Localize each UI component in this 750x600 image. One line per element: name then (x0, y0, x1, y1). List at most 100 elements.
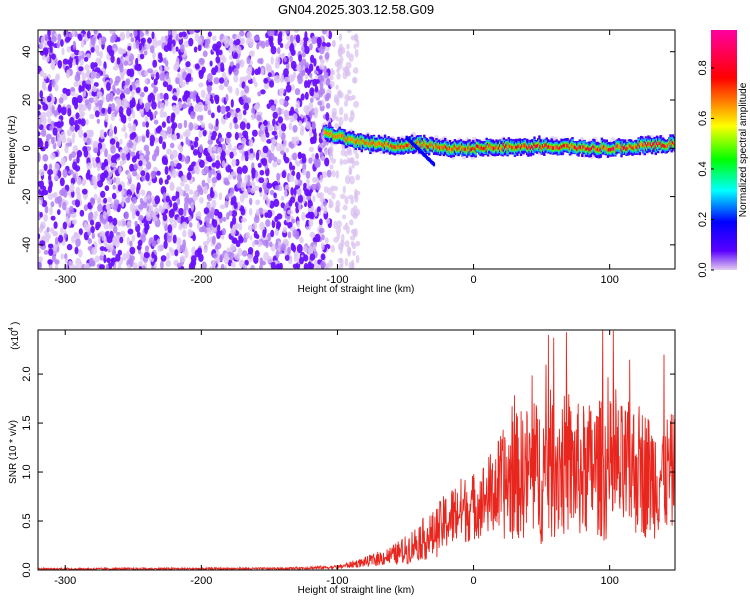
spectrogram-band-cell (534, 144, 537, 149)
spectrogram-noise-blob (57, 104, 62, 114)
spectrogram-noise-blob (231, 210, 238, 218)
spectrogram-noise-blob (335, 200, 341, 209)
spectrogram-noise-blob (334, 60, 340, 68)
spectrogram-noise-blob (206, 231, 210, 238)
spectrogram-noise-blob (266, 182, 273, 189)
spectrogram-noise-blob (315, 79, 320, 84)
spectrogram-noise-blob (265, 63, 270, 71)
spectrogram-noise-blob (147, 37, 152, 44)
spectrogram-band-cell (343, 136, 346, 140)
spectrogram-noise-blob (104, 185, 110, 192)
spectrogram-noise-blob (64, 30, 69, 39)
spectrogram-noise-blob (91, 156, 95, 162)
spectrogram-noise-blob (54, 75, 59, 84)
spectrogram-band-cell (417, 147, 421, 152)
spectrogram-noise-blob (110, 113, 115, 121)
spectrogram-noise-blob (335, 84, 339, 90)
spectrogram-noise-blob (314, 233, 321, 243)
spectrogram-noise-blob (240, 207, 246, 216)
spectrogram-noise-blob (255, 102, 259, 111)
spectrogram-band-cell (333, 134, 336, 138)
spectrogram-noise-blob (196, 211, 202, 220)
spectrogram-noise-blob (122, 48, 127, 54)
spectrogram-noise-blob (330, 158, 337, 164)
snr-multiplier: (x10 4 ) (8, 322, 21, 350)
spectrogram-noise-blob (97, 142, 103, 150)
spectrogram-band-cell (405, 143, 409, 148)
spectrogram-noise-blob (44, 34, 49, 40)
spectrogram-noise-blob (296, 244, 303, 254)
spectrogram-noise-blob (140, 189, 146, 196)
spectrogram-noise-blob (338, 33, 343, 42)
spectrogram-noise-blob (107, 153, 111, 163)
spectrogram-noise-blob (291, 218, 296, 224)
spectrogram-noise-blob (38, 139, 44, 149)
spectrogram-noise-blob (249, 181, 256, 187)
spectrogram-band-cell (358, 140, 361, 145)
spectrogram-band-cell (353, 139, 356, 143)
spectrogram-noise-blob (312, 177, 317, 183)
spectrogram-noise-blob (99, 129, 105, 137)
spectrogram-noise-blob (210, 168, 216, 175)
spectrogram-noise-blob (268, 156, 272, 164)
spectrogram-noise-blob (262, 229, 266, 238)
spectrogram-noise-blob (270, 104, 277, 112)
spectrogram-x-tick-label: -200 (190, 274, 212, 286)
spectrogram-noise-blob (239, 121, 246, 131)
spectrogram-noise-blob (347, 250, 351, 257)
spectrogram-band-cell (492, 146, 496, 151)
spectrogram-noise-blob (72, 40, 77, 50)
spectrogram-noise-blob (211, 130, 217, 138)
spectrogram-noise-blob (92, 85, 97, 93)
spectrogram-noise-blob (178, 224, 183, 231)
spectrogram-noise-blob (194, 136, 199, 142)
spectrogram-noise-blob (295, 34, 301, 44)
spectrogram-noise-blob (119, 111, 124, 118)
spectrogram-band-cell (608, 148, 611, 152)
spectrogram-band-cell (671, 140, 675, 145)
spectrogram-noise-blob (50, 35, 57, 43)
spectrogram-noise-blob (168, 246, 173, 253)
spectrogram-noise-blob (215, 56, 221, 64)
spectrogram-noise-blob (247, 247, 254, 255)
spectrogram-noise-blob (172, 46, 177, 55)
spectrogram-noise-blob (112, 84, 116, 92)
spectrogram-noise-blob (76, 192, 82, 201)
spectrogram-noise-blob (247, 225, 253, 231)
spectrogram-noise-blob (79, 59, 84, 66)
spectrogram-noise-blob (272, 161, 278, 168)
spectrogram-noise-blob (111, 30, 117, 33)
spectrogram-noise-blob (115, 141, 120, 149)
spectrogram-noise-blob (350, 207, 355, 217)
spectrogram-noise-blob (319, 227, 325, 234)
spectrogram-noise-blob (252, 222, 257, 231)
spectrogram-noise-blob (203, 104, 208, 112)
spectrogram-noise-blob (285, 84, 292, 93)
spectrogram-noise-blob (90, 226, 95, 234)
spectrogram-noise-blob (211, 162, 217, 168)
spectrogram-noise-blob (355, 254, 360, 264)
spectrogram-noise-blob (170, 153, 174, 161)
spectrogram-noise-blob (148, 205, 154, 214)
spectrogram-noise-blob (134, 220, 138, 227)
spectrogram-noise-blob (320, 253, 326, 261)
spectrogram-noise-blob (136, 231, 141, 238)
spectrogram-noise-blob (319, 45, 325, 55)
spectrogram-noise-blob (296, 171, 301, 181)
spectrogram-noise-blob (275, 250, 280, 259)
spectrogram-noise-blob (145, 161, 152, 170)
spectrogram-noise-blob (302, 245, 308, 253)
spectrogram-band-cell (431, 161, 434, 165)
spectrogram-noise-blob (113, 48, 117, 53)
spectrogram-noise-blob (348, 261, 355, 269)
spectrogram-noise-blob (142, 121, 146, 128)
spectrogram-noise-blob (135, 173, 140, 181)
spectrogram-noise-blob (50, 215, 56, 221)
spectrogram-noise-blob (298, 120, 303, 127)
spectrogram-noise-blob (147, 94, 152, 103)
spectrogram-noise-blob (273, 198, 280, 208)
spectrogram-noise-blob (252, 240, 256, 248)
spectrogram-noise-blob (287, 246, 291, 256)
spectrogram-noise-blob (249, 153, 254, 161)
